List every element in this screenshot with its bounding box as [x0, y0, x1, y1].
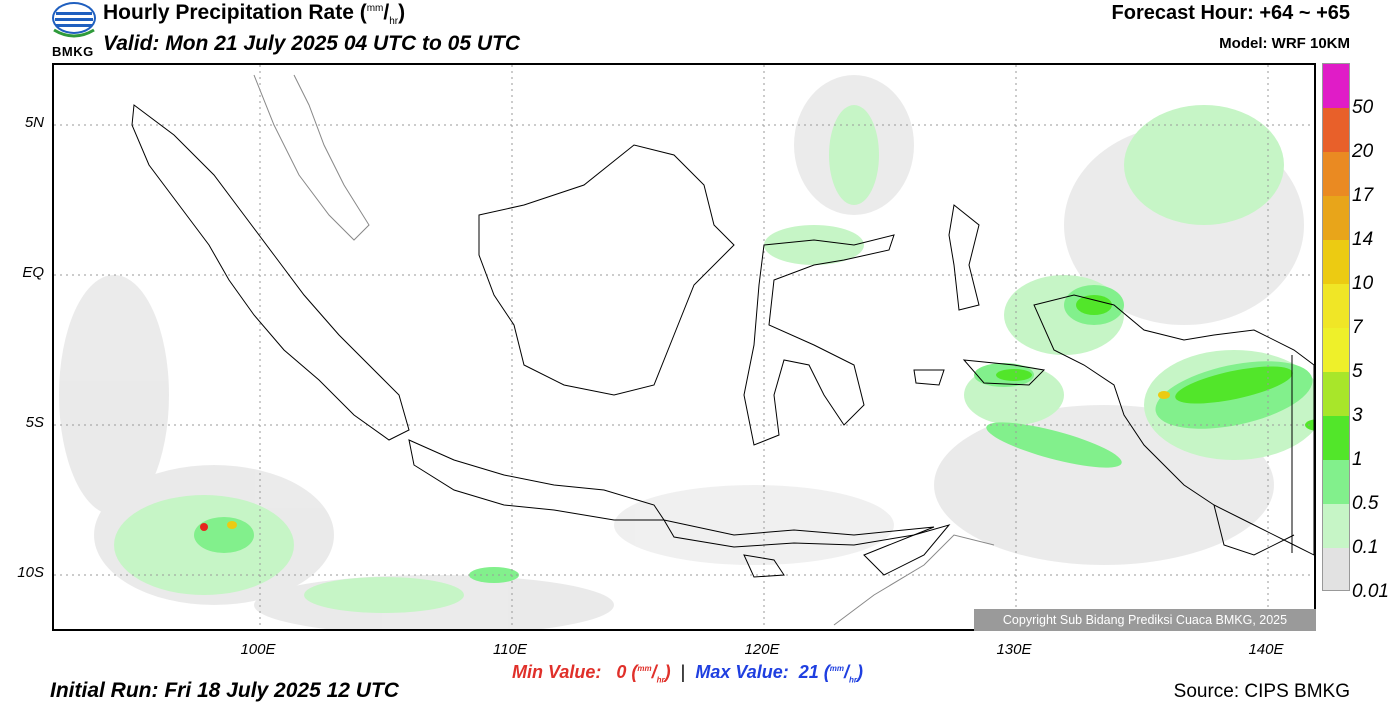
sulawesi-outline [743, 234, 895, 446]
map-canvas [54, 65, 1314, 629]
bmkg-logo: BMKG [50, 0, 100, 60]
max-unit-num: mm [829, 664, 844, 673]
malay-outline [253, 74, 370, 241]
buru-outline [913, 369, 945, 386]
max-label: Max Value: [695, 662, 789, 682]
title-unit-den: hr [389, 16, 399, 28]
coastlines [131, 74, 1314, 626]
rain-bright-green [996, 295, 1314, 431]
lat-label-10s: 10S [17, 564, 44, 581]
legend-swatch [1323, 108, 1349, 152]
copyright-note: Copyright Sub Bidang Prediksi Cuaca BMKG… [974, 609, 1316, 631]
legend-label: 50 [1352, 97, 1374, 118]
legend-colorbar [1322, 63, 1350, 591]
min-value: Min Value: 0 (mm/hr) [512, 662, 671, 685]
map-gridlines [54, 65, 1314, 629]
rain-red-cell [200, 523, 208, 531]
legend-swatch [1323, 460, 1349, 504]
legend-label: 1 [1352, 449, 1363, 470]
lon-label-100e: 100E [240, 641, 276, 658]
lon-label-130e: 130E [996, 641, 1032, 658]
title-main: Hourly Precipitation Rate ( [103, 1, 367, 24]
title-unit-sep: / [383, 1, 390, 24]
page-title: Hourly Precipitation Rate (mm/hr) [103, 1, 405, 27]
max-unit-den: hr [849, 675, 858, 685]
legend-label: 7 [1352, 317, 1363, 338]
legend-label: 3 [1352, 405, 1363, 426]
lon-label-120e: 120E [744, 641, 780, 658]
min-number: 0 [616, 662, 627, 682]
legend-label: 17 [1352, 185, 1374, 206]
java-outline [408, 439, 665, 521]
legend-swatch [1323, 372, 1349, 416]
min-label: Min Value: [512, 662, 602, 682]
lon-label-140e: 140E [1248, 641, 1284, 658]
source-credit: Source: CIPS BMKG [1173, 681, 1350, 702]
legend-label: 0.01 [1352, 581, 1389, 602]
borneo-outline [478, 144, 735, 396]
title-unit-num: mm [366, 3, 384, 14]
min-max-values: Min Value: 0 (mm/hr) | Max Value: 21 (mm… [512, 662, 864, 685]
legend-label: 10 [1352, 273, 1374, 294]
sumatra-outline [131, 104, 410, 441]
model-name: Model: WRF 10KM [1219, 35, 1350, 52]
title-close: ) [398, 1, 406, 24]
australia-outline [833, 534, 995, 626]
legend-swatch [1323, 240, 1349, 284]
legend-swatch [1323, 152, 1349, 196]
min-unit-den: hr [656, 675, 665, 685]
lon-label-110e: 110E [493, 641, 527, 658]
precipitation-map [52, 63, 1316, 631]
max-number: 21 [798, 662, 819, 682]
lat-label-eq: EQ [22, 264, 44, 281]
legend-swatch [1323, 284, 1349, 328]
legend-swatch [1323, 416, 1349, 460]
logo-text: BMKG [52, 44, 94, 59]
max-value: Max Value: 21 (mm/hr) [695, 662, 864, 685]
timor-outline [863, 524, 951, 576]
bmkg-emblem-icon [52, 2, 96, 38]
halmahera-outline [948, 204, 980, 311]
sumba-outline [743, 554, 785, 578]
legend-label: 14 [1352, 229, 1374, 250]
new-guinea-outline [1033, 294, 1314, 556]
legend-swatch [1323, 64, 1349, 108]
seram-outline [962, 359, 1046, 386]
cape-york-outline [1213, 504, 1295, 556]
lat-label-5n: 5N [24, 114, 44, 131]
lat-label-5s: 5S [25, 414, 44, 431]
valid-time: Valid: Mon 21 July 2025 04 UTC to 05 UTC [103, 32, 521, 55]
legend-label: 20 [1352, 141, 1374, 162]
min-unit-num: mm [637, 664, 652, 673]
legend-label: 0.1 [1352, 537, 1379, 558]
legend-label: 5 [1352, 361, 1363, 382]
legend-swatch [1323, 504, 1349, 548]
legend-label: 0.5 [1352, 493, 1379, 514]
initial-run: Initial Run: Fri 18 July 2025 12 UTC [50, 679, 399, 702]
forecast-hour: Forecast Hour: +64 ~ +65 [1111, 2, 1350, 24]
legend-swatch [1323, 548, 1349, 590]
legend-swatch [1323, 196, 1349, 240]
rain-yellow-cell [227, 391, 1170, 529]
legend-swatch [1323, 328, 1349, 372]
